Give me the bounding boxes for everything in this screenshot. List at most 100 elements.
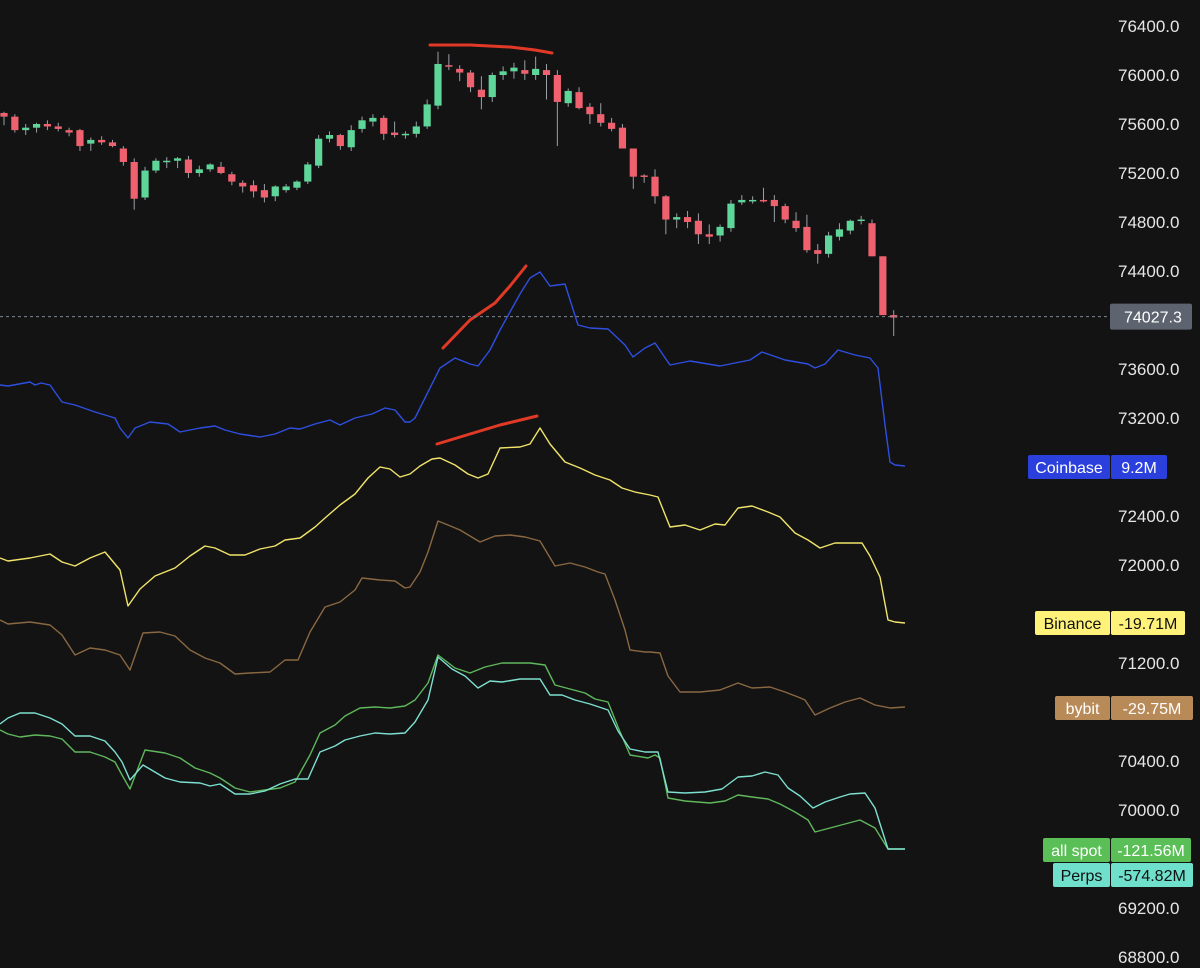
price-tick-label: 75600.0 bbox=[1118, 115, 1179, 134]
candle bbox=[325, 135, 334, 139]
cvd-line-bybit bbox=[0, 520, 906, 716]
candle bbox=[22, 127, 30, 131]
series-value-all-spot: -121.56M bbox=[1117, 843, 1185, 860]
candle bbox=[738, 199, 746, 203]
candle bbox=[749, 199, 757, 202]
price-tick-label: 74400.0 bbox=[1118, 262, 1179, 281]
candle bbox=[76, 130, 84, 147]
freehand-annotation bbox=[441, 264, 528, 350]
price-tick-label: 71200.0 bbox=[1118, 654, 1179, 673]
candle bbox=[662, 196, 670, 220]
candle bbox=[499, 71, 507, 75]
candle bbox=[629, 148, 637, 177]
freehand-annotation bbox=[435, 414, 539, 446]
candle bbox=[108, 142, 117, 147]
series-name-coinbase: Coinbase bbox=[1035, 460, 1103, 477]
candle bbox=[206, 164, 214, 170]
candle bbox=[608, 122, 616, 129]
series-value-tag-perps bbox=[1111, 863, 1193, 887]
candle bbox=[705, 234, 713, 237]
price-tick-label: 72400.0 bbox=[1118, 507, 1179, 526]
candle bbox=[434, 63, 442, 106]
price-tick-label: 76000.0 bbox=[1118, 66, 1179, 85]
series-name-tag-perps bbox=[1053, 863, 1110, 887]
price-tick-label: 73600.0 bbox=[1118, 360, 1179, 379]
price-tick-label: 72000.0 bbox=[1118, 556, 1179, 575]
candle bbox=[716, 226, 724, 236]
candle bbox=[466, 72, 475, 88]
price-tick-label: 74800.0 bbox=[1118, 213, 1179, 232]
series-name-binance: Binance bbox=[1044, 616, 1102, 633]
candle bbox=[477, 89, 485, 98]
candle bbox=[542, 70, 551, 75]
candle bbox=[0, 112, 8, 117]
candle bbox=[249, 185, 258, 192]
candle bbox=[792, 220, 800, 229]
candle bbox=[152, 160, 160, 171]
series-name-all-spot: all spot bbox=[1051, 843, 1102, 860]
candle bbox=[521, 70, 529, 74]
candle bbox=[380, 117, 388, 134]
cvd-line-all-spot bbox=[0, 654, 905, 850]
cvd-line-coinbase bbox=[0, 271, 906, 467]
candle bbox=[759, 199, 768, 202]
candle bbox=[391, 132, 399, 136]
last-price-label: 74027.3 bbox=[1124, 310, 1182, 327]
candle bbox=[163, 160, 171, 163]
series-value-tag-all-spot bbox=[1111, 838, 1191, 862]
candle bbox=[640, 175, 648, 177]
candle bbox=[835, 229, 844, 237]
candle bbox=[488, 75, 496, 98]
price-tick-label: 76400.0 bbox=[1118, 17, 1179, 36]
candle bbox=[868, 223, 876, 257]
candle bbox=[770, 199, 778, 207]
cvd-line-binance bbox=[0, 427, 906, 624]
candle bbox=[683, 217, 692, 222]
price-tick-label: 70400.0 bbox=[1118, 752, 1179, 771]
series-value-binance: -19.71M bbox=[1119, 616, 1178, 633]
candle bbox=[597, 114, 605, 123]
candle bbox=[65, 130, 73, 133]
candle bbox=[575, 92, 583, 109]
candle bbox=[282, 186, 290, 191]
candle bbox=[217, 166, 225, 173]
series-value-bybit: -29.75M bbox=[1123, 701, 1182, 718]
series-value-tag-coinbase bbox=[1111, 455, 1167, 479]
candle bbox=[32, 124, 41, 128]
cvd-lines-layer bbox=[0, 271, 906, 850]
candle bbox=[184, 159, 193, 173]
series-value-tag-binance bbox=[1111, 611, 1185, 635]
candle bbox=[564, 90, 572, 104]
candle bbox=[401, 133, 410, 136]
series-value-coinbase: 9.2M bbox=[1121, 460, 1157, 477]
candle bbox=[423, 104, 431, 127]
candle bbox=[618, 127, 627, 149]
candle bbox=[228, 174, 236, 182]
candle bbox=[98, 139, 106, 143]
candle bbox=[412, 126, 420, 134]
candle bbox=[119, 148, 127, 162]
series-name-bybit: bybit bbox=[1066, 701, 1100, 718]
candle bbox=[825, 235, 833, 254]
candle bbox=[445, 65, 453, 67]
candle bbox=[369, 117, 377, 122]
candle bbox=[293, 181, 301, 188]
candle bbox=[239, 182, 247, 187]
candle bbox=[532, 68, 540, 75]
freehand-annotation bbox=[428, 43, 554, 55]
series-value-tag-bybit bbox=[1111, 696, 1193, 720]
candle bbox=[510, 67, 518, 72]
candle bbox=[347, 130, 355, 148]
candles-layer bbox=[0, 51, 898, 336]
candle bbox=[727, 203, 735, 229]
series-labels: Coinbase 9.2M Binance -19.71M bybit -29.75M al… bbox=[1028, 455, 1193, 887]
candle bbox=[141, 170, 149, 198]
price-tick-label: 70000.0 bbox=[1118, 801, 1179, 820]
candle bbox=[11, 116, 19, 131]
series-name-tag-all-spot bbox=[1043, 838, 1110, 862]
candle bbox=[358, 120, 366, 129]
candle bbox=[846, 220, 854, 231]
candle bbox=[43, 124, 51, 127]
